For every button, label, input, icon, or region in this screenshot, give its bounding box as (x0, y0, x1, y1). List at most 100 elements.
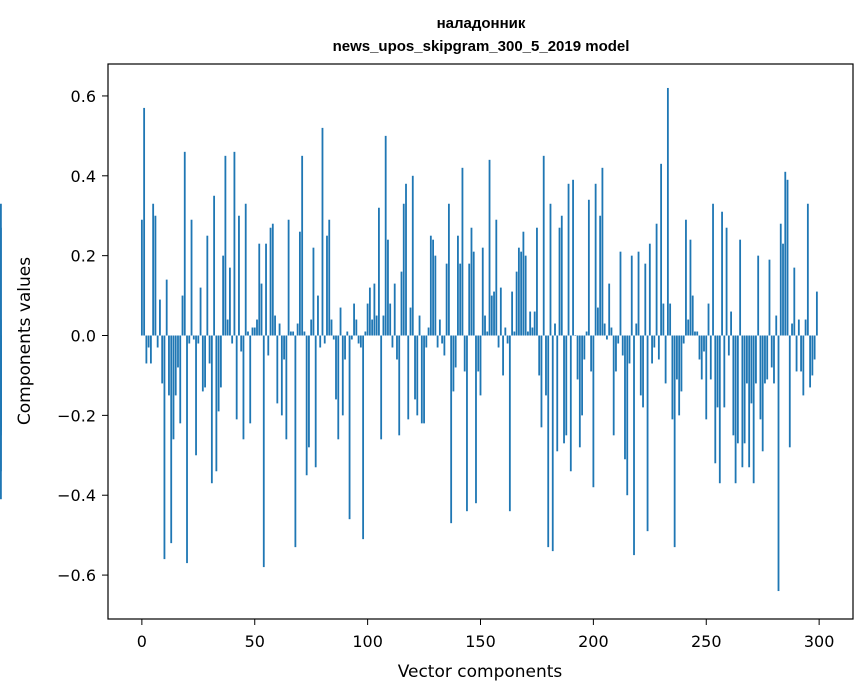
bar-51 (256, 319, 258, 336)
bar-265 (739, 239, 742, 336)
bar-48 (249, 335, 252, 424)
bar-58 (271, 223, 274, 336)
bar-26 (199, 287, 202, 336)
bar-276 (764, 335, 766, 384)
bar-154 (488, 159, 491, 336)
bar-233 (666, 87, 669, 336)
bar-100 (366, 303, 369, 336)
bar-244 (691, 295, 694, 336)
bar-259 (725, 227, 728, 336)
bar-266 (741, 335, 744, 468)
y-tick-label: 0.2 (71, 247, 96, 266)
bar-92 (348, 335, 351, 520)
bar-257 (721, 211, 723, 336)
bar-61 (278, 323, 281, 336)
bar-279 (770, 335, 773, 368)
bar-204 (601, 167, 604, 336)
bar-159 (499, 287, 502, 336)
bar-269 (748, 335, 751, 468)
bar-185 (558, 227, 561, 336)
bar-239 (680, 335, 683, 392)
chart-title-line-2: news_upos_skipgram_300_5_2019 model (333, 38, 630, 55)
bar-254 (714, 335, 717, 464)
bar-157 (495, 219, 498, 336)
bar-186 (560, 215, 563, 336)
bar-235 (671, 335, 674, 420)
bar-76 (312, 247, 315, 336)
bar-42 (235, 335, 238, 420)
bar-264 (736, 335, 739, 444)
bar-11 (165, 279, 168, 336)
bar-176 (538, 335, 541, 376)
bar-117 (405, 183, 407, 336)
bar-291 (797, 319, 800, 336)
bar-44 (240, 335, 243, 352)
bar-173 (531, 327, 534, 336)
bar-236 (673, 335, 676, 548)
bar-70 (298, 231, 301, 336)
bar-229 (657, 335, 660, 360)
bar-105 (378, 207, 380, 336)
bar-38 (226, 319, 229, 336)
bar-277 (766, 335, 769, 380)
bar-127 (427, 327, 430, 336)
bar-121 (414, 335, 416, 400)
bar-131 (436, 335, 439, 348)
bar-152 (484, 315, 486, 336)
bar-95 (355, 319, 358, 336)
bar-90 (344, 335, 346, 360)
bar-270 (750, 335, 753, 404)
bar-41 (233, 151, 236, 336)
y-tick-label: 0.6 (71, 87, 96, 106)
bar-224 (646, 335, 649, 532)
bar-205 (603, 323, 606, 336)
bar-255 (716, 335, 719, 408)
bar-31 (210, 335, 213, 484)
bar-126 (425, 335, 428, 348)
bar-43 (238, 215, 240, 336)
bar-132 (438, 319, 441, 336)
x-tick-label: 150 (465, 632, 496, 651)
bar-243 (689, 239, 692, 336)
bar-200 (592, 335, 595, 488)
bar-158 (497, 335, 500, 348)
bar-231 (662, 303, 665, 336)
bar-184 (556, 335, 559, 452)
bar-13 (170, 335, 173, 544)
bar-94 (353, 303, 355, 336)
bar-68 (294, 335, 297, 548)
bar-15 (174, 335, 177, 396)
bar-136 (447, 203, 450, 336)
bar-118 (407, 335, 410, 420)
bar-150 (479, 335, 482, 396)
bar-208 (610, 327, 613, 336)
bar-280 (773, 335, 775, 384)
bar-177 (540, 335, 543, 428)
bar-202 (596, 307, 599, 336)
bar-284 (782, 243, 784, 336)
bar-10 (163, 335, 166, 560)
bar-241 (685, 219, 687, 336)
x-tick-label: 0 (137, 632, 147, 651)
bar-124 (420, 335, 423, 424)
bar-54 (262, 335, 265, 568)
bar-114 (398, 335, 401, 436)
bar-156 (493, 291, 495, 336)
bar-56 (267, 335, 270, 356)
bar-193 (576, 335, 579, 380)
y-tick-label: −0.4 (57, 486, 96, 505)
bar-122 (416, 335, 419, 416)
bar-164 (511, 291, 514, 336)
bar-14 (172, 335, 175, 440)
bar-5 (152, 203, 155, 336)
bar-227 (653, 335, 656, 348)
bar-78 (317, 295, 319, 336)
bar-155 (490, 295, 493, 336)
bar-28 (204, 335, 206, 388)
bar-24 (195, 335, 197, 456)
bar-65 (287, 219, 290, 336)
bar-93 (350, 335, 353, 340)
bar-247 (698, 335, 701, 360)
bar-79 (319, 335, 322, 348)
bar-194 (578, 335, 581, 448)
